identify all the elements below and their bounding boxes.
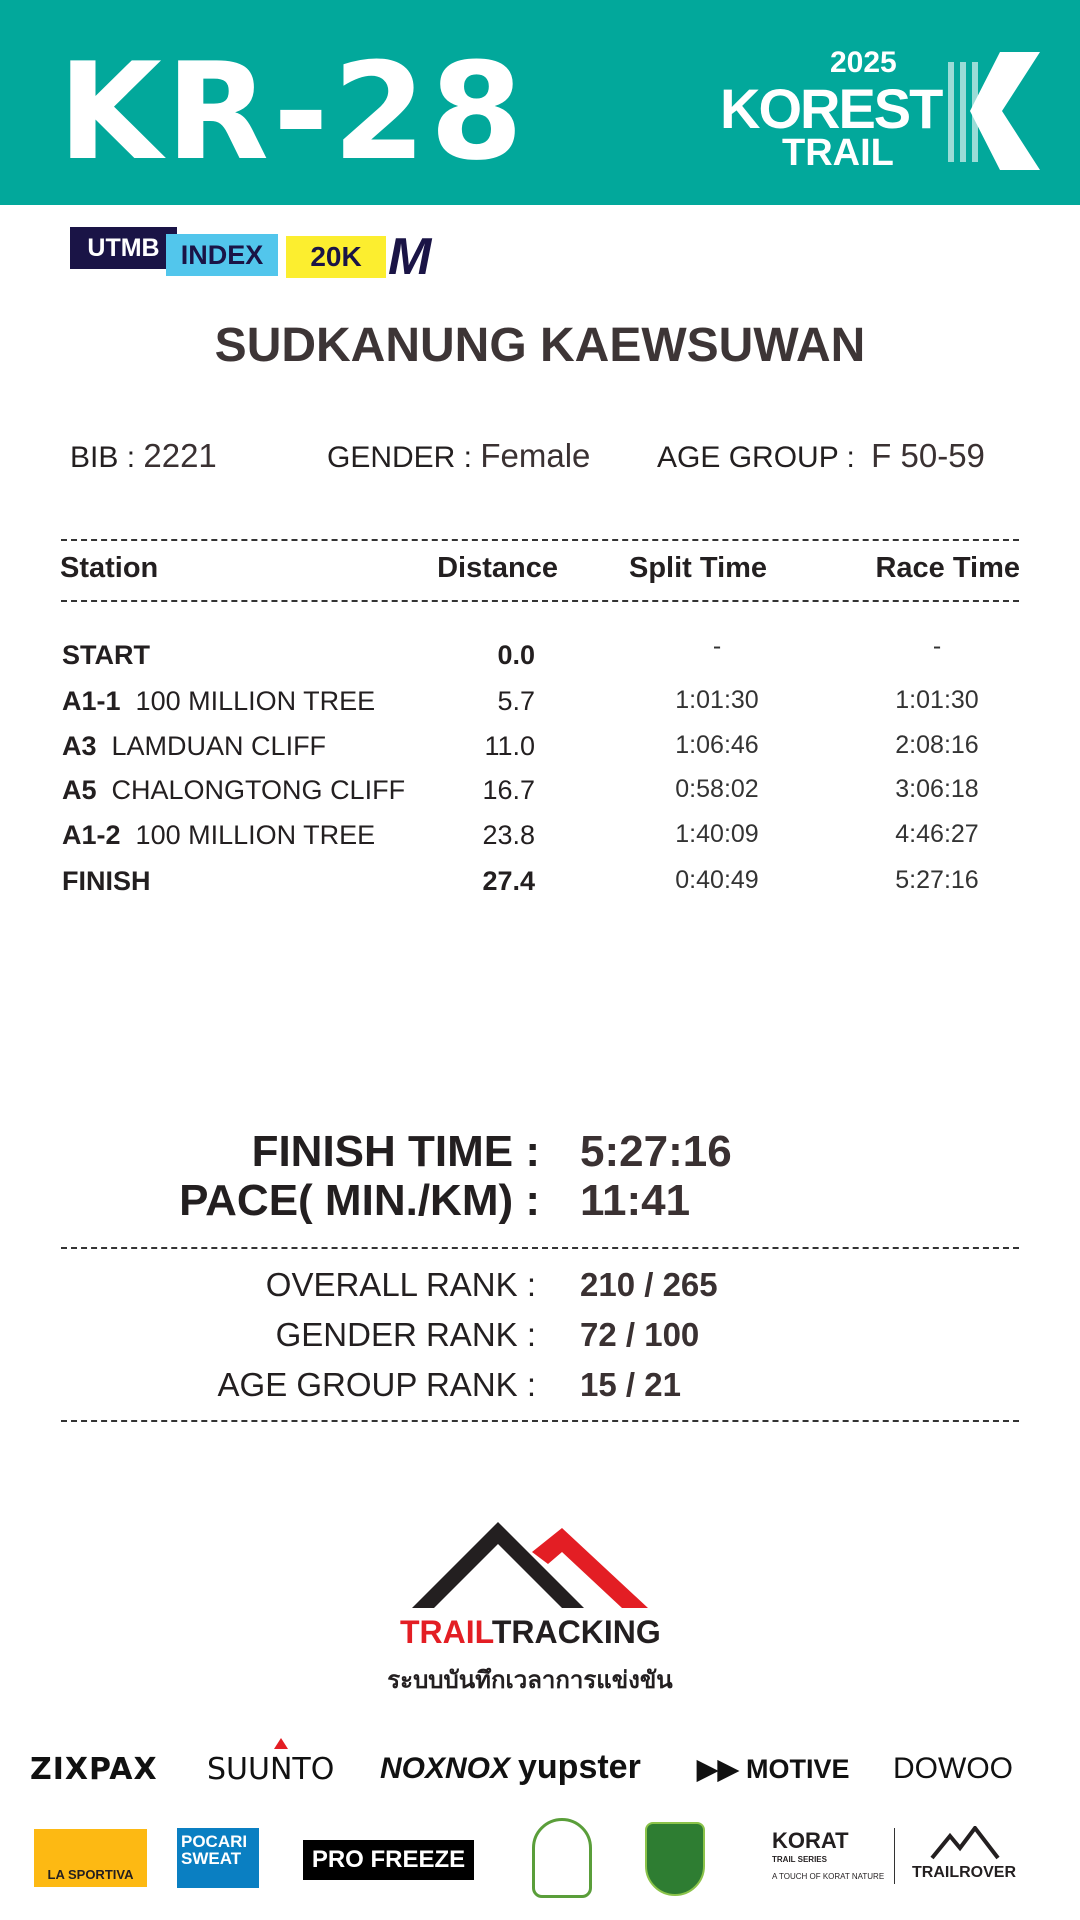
sponsor-pocari-sweat: POCARI SWEAT <box>177 1828 259 1888</box>
split-time: 1:40:09 <box>675 820 759 848</box>
pace-label: PACE( MIN./KM) : <box>179 1176 540 1225</box>
col-split: Split Time <box>629 552 768 584</box>
suunto-triangle-icon <box>274 1738 288 1749</box>
race-time: 2:08:16 <box>895 731 979 759</box>
split-time: 1:01:30 <box>675 686 759 714</box>
trailtracking-logo: TRAILTRACKING ระบบบันทึกเวลาการแข่งขัน <box>380 1522 680 1702</box>
finish-time-label: FINISH TIME : <box>251 1127 540 1176</box>
col-station: Station <box>60 552 159 584</box>
utmb-index-badge: UTMB INDEX 20K M <box>70 227 442 286</box>
gender-rank-label: GENDER RANK : <box>275 1316 536 1353</box>
divider <box>61 1247 1019 1249</box>
sponsor-suunto: SUUNTO <box>207 1752 335 1787</box>
pace: 11:41 <box>580 1176 691 1225</box>
race-time: 1:01:30 <box>895 686 979 714</box>
gender-rank: 72 / 100 <box>580 1316 700 1353</box>
age-rank: 15 / 21 <box>580 1366 681 1403</box>
trailrover-logo: TRAILROVER <box>910 1826 1020 1886</box>
age-rank-label: AGE GROUP RANK : <box>217 1366 536 1403</box>
korat-trail-series-logo: KORAT TRAIL SERIES A TOUCH OF KORAT NATU… <box>772 1828 885 1881</box>
station: A1-1 100 MILLION TREE <box>62 686 376 716</box>
runner-name: SUDKANUNG KAEWSUWAN <box>214 319 866 372</box>
distance: 16.7 <box>482 775 535 805</box>
split-time: - <box>712 632 722 660</box>
sponsor-noxnox: NOXNOX <box>380 1752 511 1785</box>
overall-rank: 210 / 265 <box>580 1266 718 1303</box>
distance: 11.0 <box>484 731 535 761</box>
sponsor-yupster: yupster <box>518 1748 641 1786</box>
station: A1-2 100 MILLION TREE <box>62 820 376 850</box>
split-time: 1:06:46 <box>675 731 759 759</box>
korest-trail-logo: 2025 KOREST TRAIL <box>720 46 1050 174</box>
station: START <box>62 640 150 670</box>
divider <box>61 539 1019 541</box>
table-row: A1-2 100 MILLION TREE 23.8 1:40:09 4:46:… <box>0 820 1080 860</box>
sponsor-pro-freeze: PRO FREEZE <box>303 1840 474 1880</box>
distance: 23.8 <box>482 820 535 850</box>
col-race: Race Time <box>875 552 1020 584</box>
table-row: START 0.0 - - <box>0 632 1080 680</box>
gender-info: GENDER : Female <box>327 437 591 474</box>
race-code: KR-28 <box>58 34 528 190</box>
emblem-logo <box>532 1818 592 1898</box>
col-distance: Distance <box>437 552 558 584</box>
race-time: 4:46:27 <box>895 820 979 848</box>
table-row: A5 CHALONGTONG CLIFF 16.7 0:58:02 3:06:1… <box>0 775 1080 815</box>
split-time: 0:40:49 <box>675 866 759 894</box>
x-mark-icon <box>948 52 1040 170</box>
divider <box>61 600 1019 602</box>
table-row: A3 LAMDUAN CLIFF 11.0 1:06:46 2:08:16 <box>0 731 1080 771</box>
distance: 5.7 <box>497 686 535 716</box>
park-emblem-logo <box>645 1822 705 1896</box>
mountain-icon <box>412 1522 648 1608</box>
overall-rank-label: OVERALL RANK : <box>265 1266 536 1303</box>
mountain-icon <box>930 1826 1000 1860</box>
distance: 27.4 <box>482 866 535 896</box>
divider <box>61 1420 1019 1422</box>
sponsor-zixpax: ZIXPAX <box>30 1752 158 1787</box>
sponsor-motive: ▶▶ MOTIVE <box>697 1754 850 1784</box>
split-time: 0:58:02 <box>675 775 759 803</box>
station: A5 CHALONGTONG CLIFF <box>62 775 406 805</box>
station: A3 LAMDUAN CLIFF <box>62 731 327 761</box>
race-time: 3:06:18 <box>895 775 979 803</box>
race-time: 5:27:16 <box>895 866 979 894</box>
table-row: A1-1 100 MILLION TREE 5.7 1:01:30 1:01:3… <box>0 686 1080 726</box>
age-group-info: AGE GROUP : F 50-59 <box>657 437 985 474</box>
distance: 0.0 <box>497 640 535 670</box>
sponsor-dowoo: DOWOO <box>893 1752 1013 1785</box>
header-banner: KR-28 2025 KOREST TRAIL <box>0 0 1080 205</box>
divider <box>894 1828 895 1884</box>
finish-time: 5:27:16 <box>580 1127 732 1176</box>
race-time: - <box>932 632 942 660</box>
station: FINISH <box>62 866 151 896</box>
table-row: FINISH 27.4 0:40:49 5:27:16 <box>0 866 1080 906</box>
sponsor-la-sportiva: LA SPORTIVA <box>34 1829 147 1887</box>
bib-info: BIB : 2221 <box>70 437 217 474</box>
